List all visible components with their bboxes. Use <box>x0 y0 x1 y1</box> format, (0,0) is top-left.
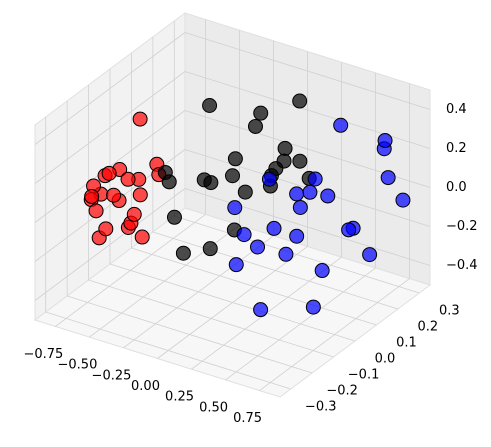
x-tick-label: 0.50 <box>199 400 228 415</box>
point <box>261 171 277 187</box>
point <box>88 203 104 219</box>
y-tick-label: −0.2 <box>326 384 358 399</box>
y-tick-label: 0.0 <box>375 352 396 367</box>
grid-line <box>34 188 186 301</box>
point <box>320 188 336 204</box>
point <box>132 187 148 203</box>
z-tick-label: −0.2 <box>446 219 478 234</box>
grid-line <box>109 263 356 342</box>
point <box>289 228 305 244</box>
grid-line <box>67 295 313 374</box>
point <box>314 263 330 279</box>
z-tick-label: 0.2 <box>446 141 467 156</box>
y-tick-label: 0.3 <box>439 304 460 319</box>
point <box>126 206 142 222</box>
point <box>253 105 269 121</box>
point <box>120 171 136 187</box>
point <box>227 151 243 167</box>
point <box>132 111 148 127</box>
point <box>277 140 293 156</box>
point <box>250 239 266 255</box>
grid-line <box>34 71 186 184</box>
point <box>292 93 308 109</box>
point <box>106 187 122 203</box>
point <box>202 241 218 257</box>
grid-line <box>152 231 398 310</box>
point <box>175 245 191 261</box>
point <box>302 184 318 200</box>
grid-line <box>174 215 420 294</box>
grid-line <box>184 188 431 266</box>
point <box>292 153 308 169</box>
point <box>166 209 182 225</box>
point <box>98 221 114 237</box>
point <box>305 299 321 315</box>
point <box>228 257 244 273</box>
point <box>157 164 173 180</box>
z-tick-label: 0.0 <box>446 180 467 195</box>
z-tick-label: −0.4 <box>446 258 478 273</box>
z-tick-label: 0.4 <box>446 102 467 117</box>
point <box>341 222 357 238</box>
y-tick-label: −0.3 <box>305 400 337 415</box>
point <box>134 229 150 245</box>
point <box>333 117 349 133</box>
point <box>292 199 308 215</box>
x-tick-label: 0.75 <box>233 411 262 426</box>
point <box>84 188 100 204</box>
point <box>307 171 323 187</box>
point <box>253 302 269 318</box>
y-tick-label: 0.1 <box>396 336 417 351</box>
point <box>289 186 305 202</box>
point <box>380 170 396 186</box>
grid-line <box>34 32 186 145</box>
point <box>247 118 263 134</box>
point <box>202 97 218 113</box>
grid-line <box>88 279 334 358</box>
x-tick-label: −0.75 <box>23 347 63 362</box>
point <box>101 165 117 181</box>
point <box>225 168 240 184</box>
point <box>278 246 294 262</box>
y-tick-label: −0.1 <box>348 368 380 383</box>
point <box>377 133 393 149</box>
y-tick-label: 0.2 <box>418 320 439 335</box>
grid-line <box>131 247 377 326</box>
x-tick-label: 0.00 <box>131 379 160 394</box>
x-tick-label: −0.50 <box>58 358 98 373</box>
point <box>203 175 219 191</box>
point <box>237 184 253 200</box>
x-tick-label: −0.25 <box>92 368 132 383</box>
point <box>395 192 411 208</box>
point <box>227 200 243 216</box>
grid-line <box>45 311 291 390</box>
x-tick-label: 0.25 <box>165 390 194 405</box>
point <box>266 220 282 236</box>
grid-line <box>184 32 431 110</box>
point <box>362 247 378 263</box>
point <box>236 227 252 243</box>
